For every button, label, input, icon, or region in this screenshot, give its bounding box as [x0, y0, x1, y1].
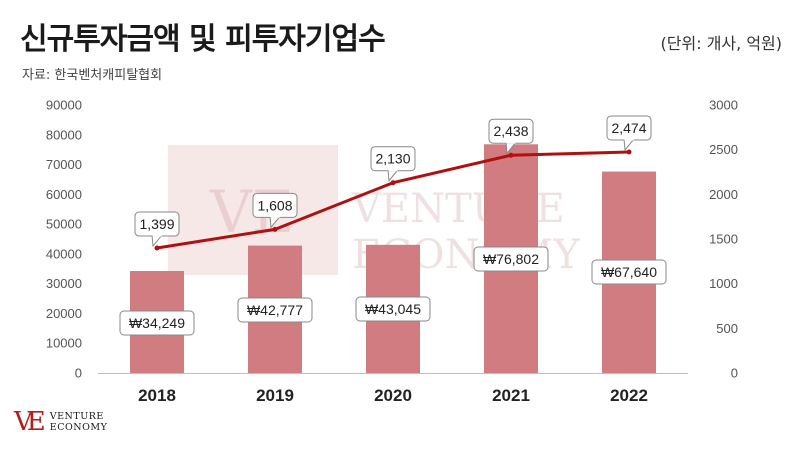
y-left-tick-label: 20000	[46, 306, 82, 321]
axes: 0100002000030000400005000060000700008000…	[46, 98, 738, 406]
bar-data-label: ₩42,777	[237, 297, 313, 323]
y-right-tick-label: 1000	[709, 276, 738, 291]
y-left-tick-label: 10000	[46, 336, 82, 351]
y-left-tick-label: 60000	[46, 187, 82, 202]
y-right-tick-label: 2500	[709, 142, 738, 157]
x-tick-label: 2020	[374, 386, 412, 405]
line-series	[154, 149, 632, 251]
label-box	[355, 296, 431, 322]
line-point	[626, 149, 632, 155]
x-tick-label: 2021	[492, 386, 530, 405]
label-pointer	[151, 234, 164, 248]
label-text: ₩76,802	[483, 251, 539, 267]
label-box	[237, 297, 313, 323]
label-box	[119, 310, 195, 336]
label-text: ₩43,045	[365, 301, 421, 317]
y-right-tick-label: 1500	[709, 232, 738, 247]
label-text: ₩42,777	[247, 302, 303, 318]
data-labels: ₩34,249 ₩42,777 ₩43,045 ₩76,802 ₩67,640 1,399…	[119, 115, 667, 336]
x-tick-label: 2019	[256, 386, 294, 405]
label-text: 1,399	[139, 216, 174, 232]
label-text: ₩67,640	[601, 264, 657, 280]
y-left-tick-label: 40000	[46, 246, 82, 261]
label-box	[473, 246, 549, 272]
label-text: 1,608	[257, 197, 292, 213]
chart-title: 신규투자금액 및 피투자기업수	[20, 22, 386, 57]
venture-economy-logo: VE VENTURE ECONOMY	[14, 406, 107, 438]
label-pointer	[623, 138, 636, 152]
logo-line1: VENTURE	[49, 411, 104, 422]
line-point	[154, 245, 160, 251]
line-point	[508, 152, 514, 158]
label-text: 2,130	[375, 151, 410, 167]
bar-data-label: ₩76,802	[473, 246, 549, 272]
label-text: ₩34,249	[129, 315, 185, 331]
logo-mark: VE	[14, 407, 46, 437]
logo-line2: ECONOMY	[49, 422, 108, 433]
y-right-tick-label: 0	[731, 366, 738, 381]
label-pointer	[387, 169, 400, 182]
line-data-label: 1,399	[134, 211, 180, 248]
y-right-tick-label: 500	[716, 321, 738, 336]
line-point	[390, 180, 396, 186]
unit-label: (단위: 개사, 억원)	[660, 34, 782, 53]
bar-data-label: ₩34,249	[119, 310, 195, 336]
source-label: 자료: 한국벤처캐피탈협회	[22, 68, 163, 83]
label-text: 2,474	[611, 120, 646, 136]
label-text: 2,438	[493, 123, 528, 139]
y-left-tick-label: 50000	[46, 217, 82, 232]
label-box	[591, 259, 667, 285]
line-data-label: 2,438	[488, 118, 534, 155]
y-right-tick-label: 3000	[709, 98, 738, 113]
y-left-tick-label: 80000	[46, 127, 82, 142]
y-left-tick-label: 90000	[46, 98, 82, 113]
y-left-tick-label: 70000	[46, 157, 82, 172]
line-data-label: 2,130	[370, 146, 416, 182]
x-tick-label: 2018	[138, 386, 176, 405]
line-data-label: 1,608	[252, 192, 298, 229]
bar-data-label: ₩67,640	[591, 259, 667, 285]
line-data-label: 2,474	[606, 115, 652, 152]
y-left-tick-label: 30000	[46, 276, 82, 291]
x-tick-label: 2022	[610, 386, 648, 405]
bar-data-label: ₩43,045	[355, 296, 431, 322]
line-point	[272, 226, 278, 232]
y-left-tick-label: 0	[75, 366, 82, 381]
y-right-tick-label: 2000	[709, 187, 738, 202]
